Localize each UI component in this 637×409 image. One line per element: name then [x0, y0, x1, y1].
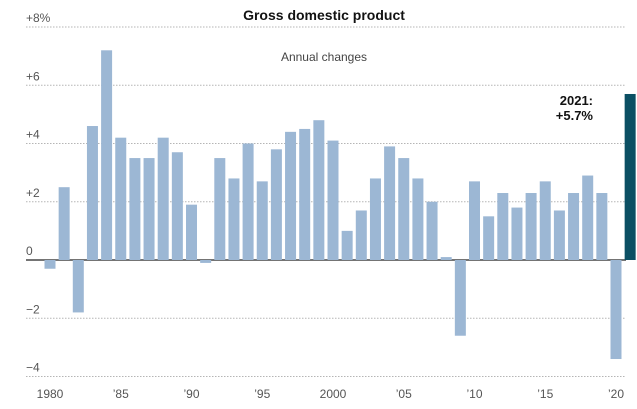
bar: [270, 149, 282, 260]
bar: [369, 178, 381, 260]
y-tick-label: −4: [26, 361, 40, 375]
bar-highlight: [624, 93, 636, 260]
bar: [398, 158, 410, 260]
bar: [355, 210, 367, 260]
bars: [44, 50, 636, 360]
bar: [242, 143, 254, 260]
bar: [313, 120, 325, 260]
x-tick-label: ’05: [396, 387, 412, 401]
x-tick-label: ’85: [113, 387, 129, 401]
bar: [525, 193, 537, 260]
bar: [426, 201, 438, 260]
y-tick-label: 0: [26, 244, 33, 258]
bar: [553, 210, 565, 260]
bar: [440, 257, 452, 260]
bar: [58, 187, 70, 260]
x-axis: 1980 ’85 ’90 ’95 2000 ’05 ’10 ’15 ’20: [37, 387, 625, 401]
x-tick-label: 2000: [320, 387, 347, 401]
bar: [610, 260, 622, 360]
bar: [327, 140, 339, 260]
bar: [129, 158, 141, 260]
bar: [454, 260, 466, 336]
bar: [44, 260, 56, 269]
y-tick-label: +6: [26, 69, 40, 83]
x-tick-label: ’20: [608, 387, 624, 401]
x-tick-label: ’90: [183, 387, 199, 401]
bar: [384, 146, 396, 260]
bar: [115, 137, 127, 260]
bar: [412, 178, 424, 260]
annotation-value: +5.7%: [556, 108, 594, 123]
y-tick-label: −2: [26, 302, 40, 316]
annotation-year: 2021:: [560, 93, 593, 108]
x-tick-label: ’10: [466, 387, 482, 401]
bar: [101, 50, 113, 260]
bar: [256, 181, 268, 260]
bar: [299, 128, 311, 260]
x-tick-label: ’95: [254, 387, 270, 401]
bar: [200, 260, 212, 263]
bar: [539, 181, 551, 260]
bar: [497, 193, 509, 260]
bar: [171, 152, 183, 260]
bar: [143, 158, 155, 260]
bar: [469, 181, 480, 260]
bar: [341, 230, 353, 260]
bar: [157, 137, 169, 260]
bar: [228, 178, 240, 260]
chart-subtitle: Annual changes: [281, 50, 367, 64]
y-tick-label: +4: [26, 128, 40, 142]
chart-title: Gross domestic product: [243, 7, 405, 23]
bar: [72, 260, 84, 313]
bar: [582, 175, 594, 260]
bar: [214, 158, 226, 260]
bar: [511, 207, 523, 260]
bar: [483, 216, 495, 260]
x-tick-label: ’15: [537, 387, 553, 401]
bar: [86, 126, 98, 261]
x-tick-label: 1980: [37, 387, 64, 401]
y-tick-label: +8%: [26, 11, 51, 25]
y-tick-label: +2: [26, 186, 40, 200]
bar: [568, 193, 580, 260]
bar: [596, 193, 608, 260]
bar: [285, 131, 297, 260]
y-axis: +8% +6 +4 +2 0 −2 −4: [26, 11, 51, 375]
bar: [186, 204, 197, 260]
